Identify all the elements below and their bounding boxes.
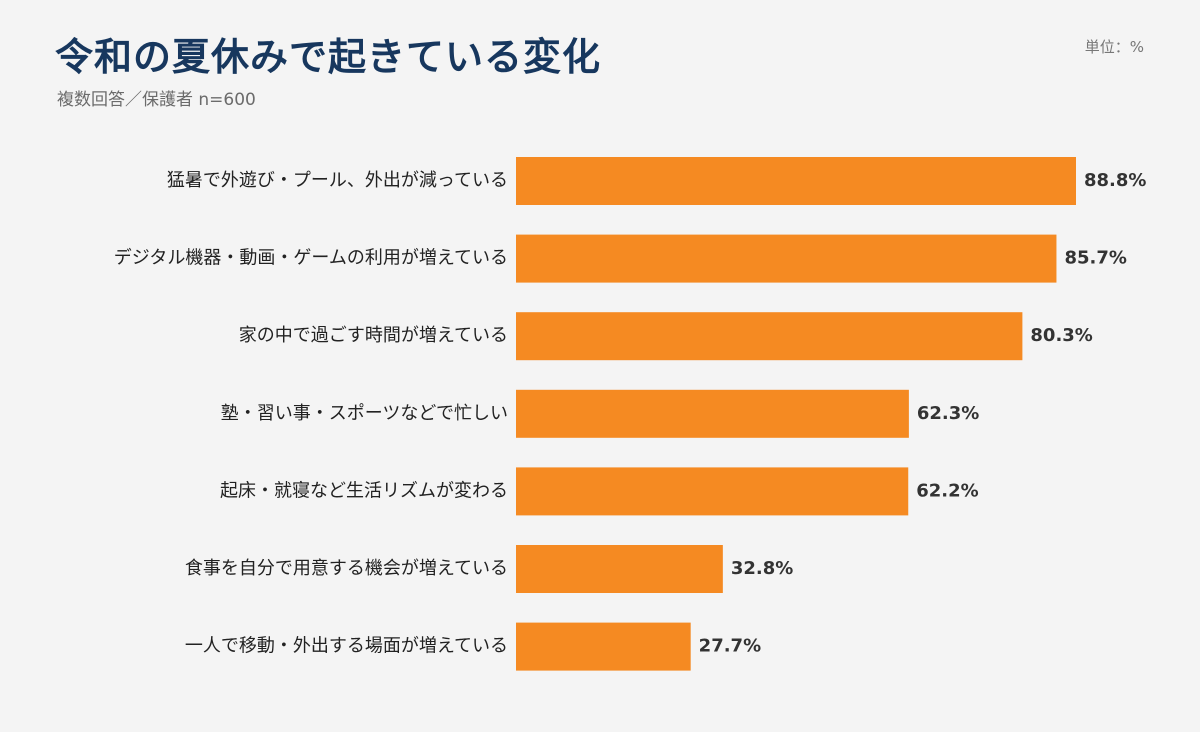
value-label-4: 62.3% <box>917 403 979 424</box>
value-label-5: 62.2% <box>916 480 978 501</box>
category-label-5: 起床・就寝など生活リズムが変わる <box>220 480 508 501</box>
value-label-1: 88.8% <box>1084 170 1146 191</box>
bar-5 <box>516 467 909 516</box>
category-label-1: 猛暑で外遊び・プール、外出が減っている <box>167 170 508 191</box>
value-label-3: 80.3% <box>1030 325 1092 346</box>
category-label-2: デジタル機器・動画・ゲームの利用が増えている <box>114 248 508 269</box>
category-label-4: 塾・習い事・スポーツなどで忙しい <box>221 402 508 424</box>
value-label-2: 85.7% <box>1064 248 1126 269</box>
chart-title: 令和の夏休みで起きている変化 <box>55 35 602 79</box>
bar-1 <box>516 157 1076 205</box>
unit-label: 単位：% <box>1084 38 1144 56</box>
value-label-7: 27.7% <box>699 636 761 657</box>
bar-3 <box>516 312 1023 361</box>
category-label-7: 一人で移動・外出する場面が増えている <box>185 636 508 657</box>
value-label-6: 32.8% <box>731 558 793 579</box>
chart-subtitle: 複数回答／保護者 n=600 <box>57 90 256 110</box>
bar-4 <box>516 389 909 438</box>
bar-2 <box>516 234 1057 283</box>
category-label-6: 食事を自分で用意する機会が増えている <box>185 558 508 579</box>
bar-7 <box>516 622 691 671</box>
bar-6 <box>516 545 723 593</box>
category-label-3: 家の中で過ごす時間が増えている <box>239 325 508 346</box>
